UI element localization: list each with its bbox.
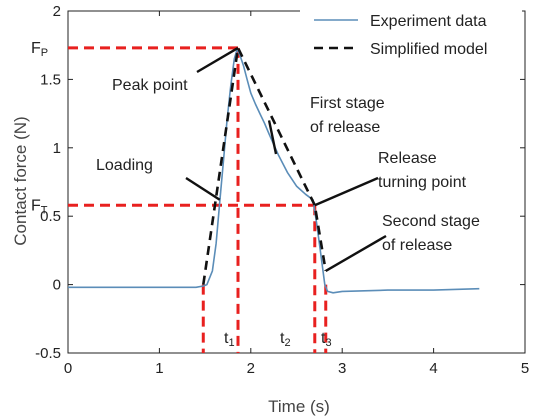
- annotation-text-line2: of release: [310, 119, 380, 136]
- annotation-pointer: [314, 176, 379, 207]
- x-tick-label: 2: [247, 360, 255, 377]
- annotation-text: Peak point: [112, 77, 188, 94]
- y-tick-label: 0: [53, 277, 61, 294]
- plot-frame: [67, 10, 526, 354]
- annotation-pointer: [325, 234, 387, 272]
- annotation-pointer: [267, 120, 278, 155]
- annotation-text: First stage: [310, 95, 385, 112]
- annotation-pointer: [196, 46, 239, 74]
- y-tick-label: 2: [53, 3, 61, 20]
- x-tick-label: 1: [155, 360, 163, 377]
- x-tick-label: 3: [338, 360, 346, 377]
- y-tick-label: 0.5: [40, 208, 61, 225]
- legend-label-experiment: Experiment data: [370, 13, 487, 30]
- time-label: t3: [321, 330, 332, 349]
- experiment-data-line: [68, 48, 480, 294]
- x-tick-label: 0: [64, 360, 72, 377]
- series-layer: [68, 46, 480, 294]
- annotation-pointer: [185, 176, 221, 201]
- annotation-text: Release: [378, 150, 437, 167]
- annotation-text: Loading: [96, 157, 153, 174]
- y-axis-label: Contact force (N): [11, 116, 30, 245]
- turning-force-label: FT: [31, 197, 48, 216]
- annotation-text-line2: turning point: [378, 174, 467, 191]
- x-axis-label: Time (s): [268, 397, 330, 416]
- reference-lines: [68, 46, 328, 353]
- peak-force-label: FP: [31, 40, 48, 59]
- legend-box: [300, 6, 522, 66]
- y-tick-label: -0.5: [35, 345, 61, 362]
- x-tick-label: 5: [521, 360, 529, 377]
- legend-label-model: Simplified model: [370, 41, 487, 58]
- time-label: t2: [280, 330, 291, 349]
- annotation-text: Second stage: [382, 213, 480, 230]
- tick-layer: 0 1 2 3 4 5-0.500.511.52: [35, 3, 529, 377]
- annotation-layer: Peak point First stage of release Loading Re…: [31, 40, 480, 349]
- time-label: t1: [224, 330, 235, 349]
- x-tick-label: 4: [429, 360, 437, 377]
- plot-border: [67, 10, 526, 354]
- legend: Experiment data Simplified model: [300, 6, 522, 66]
- annotation-text-line2: of release: [382, 237, 452, 254]
- y-tick-label: 1.5: [40, 71, 61, 88]
- y-tick-label: 1: [53, 140, 61, 157]
